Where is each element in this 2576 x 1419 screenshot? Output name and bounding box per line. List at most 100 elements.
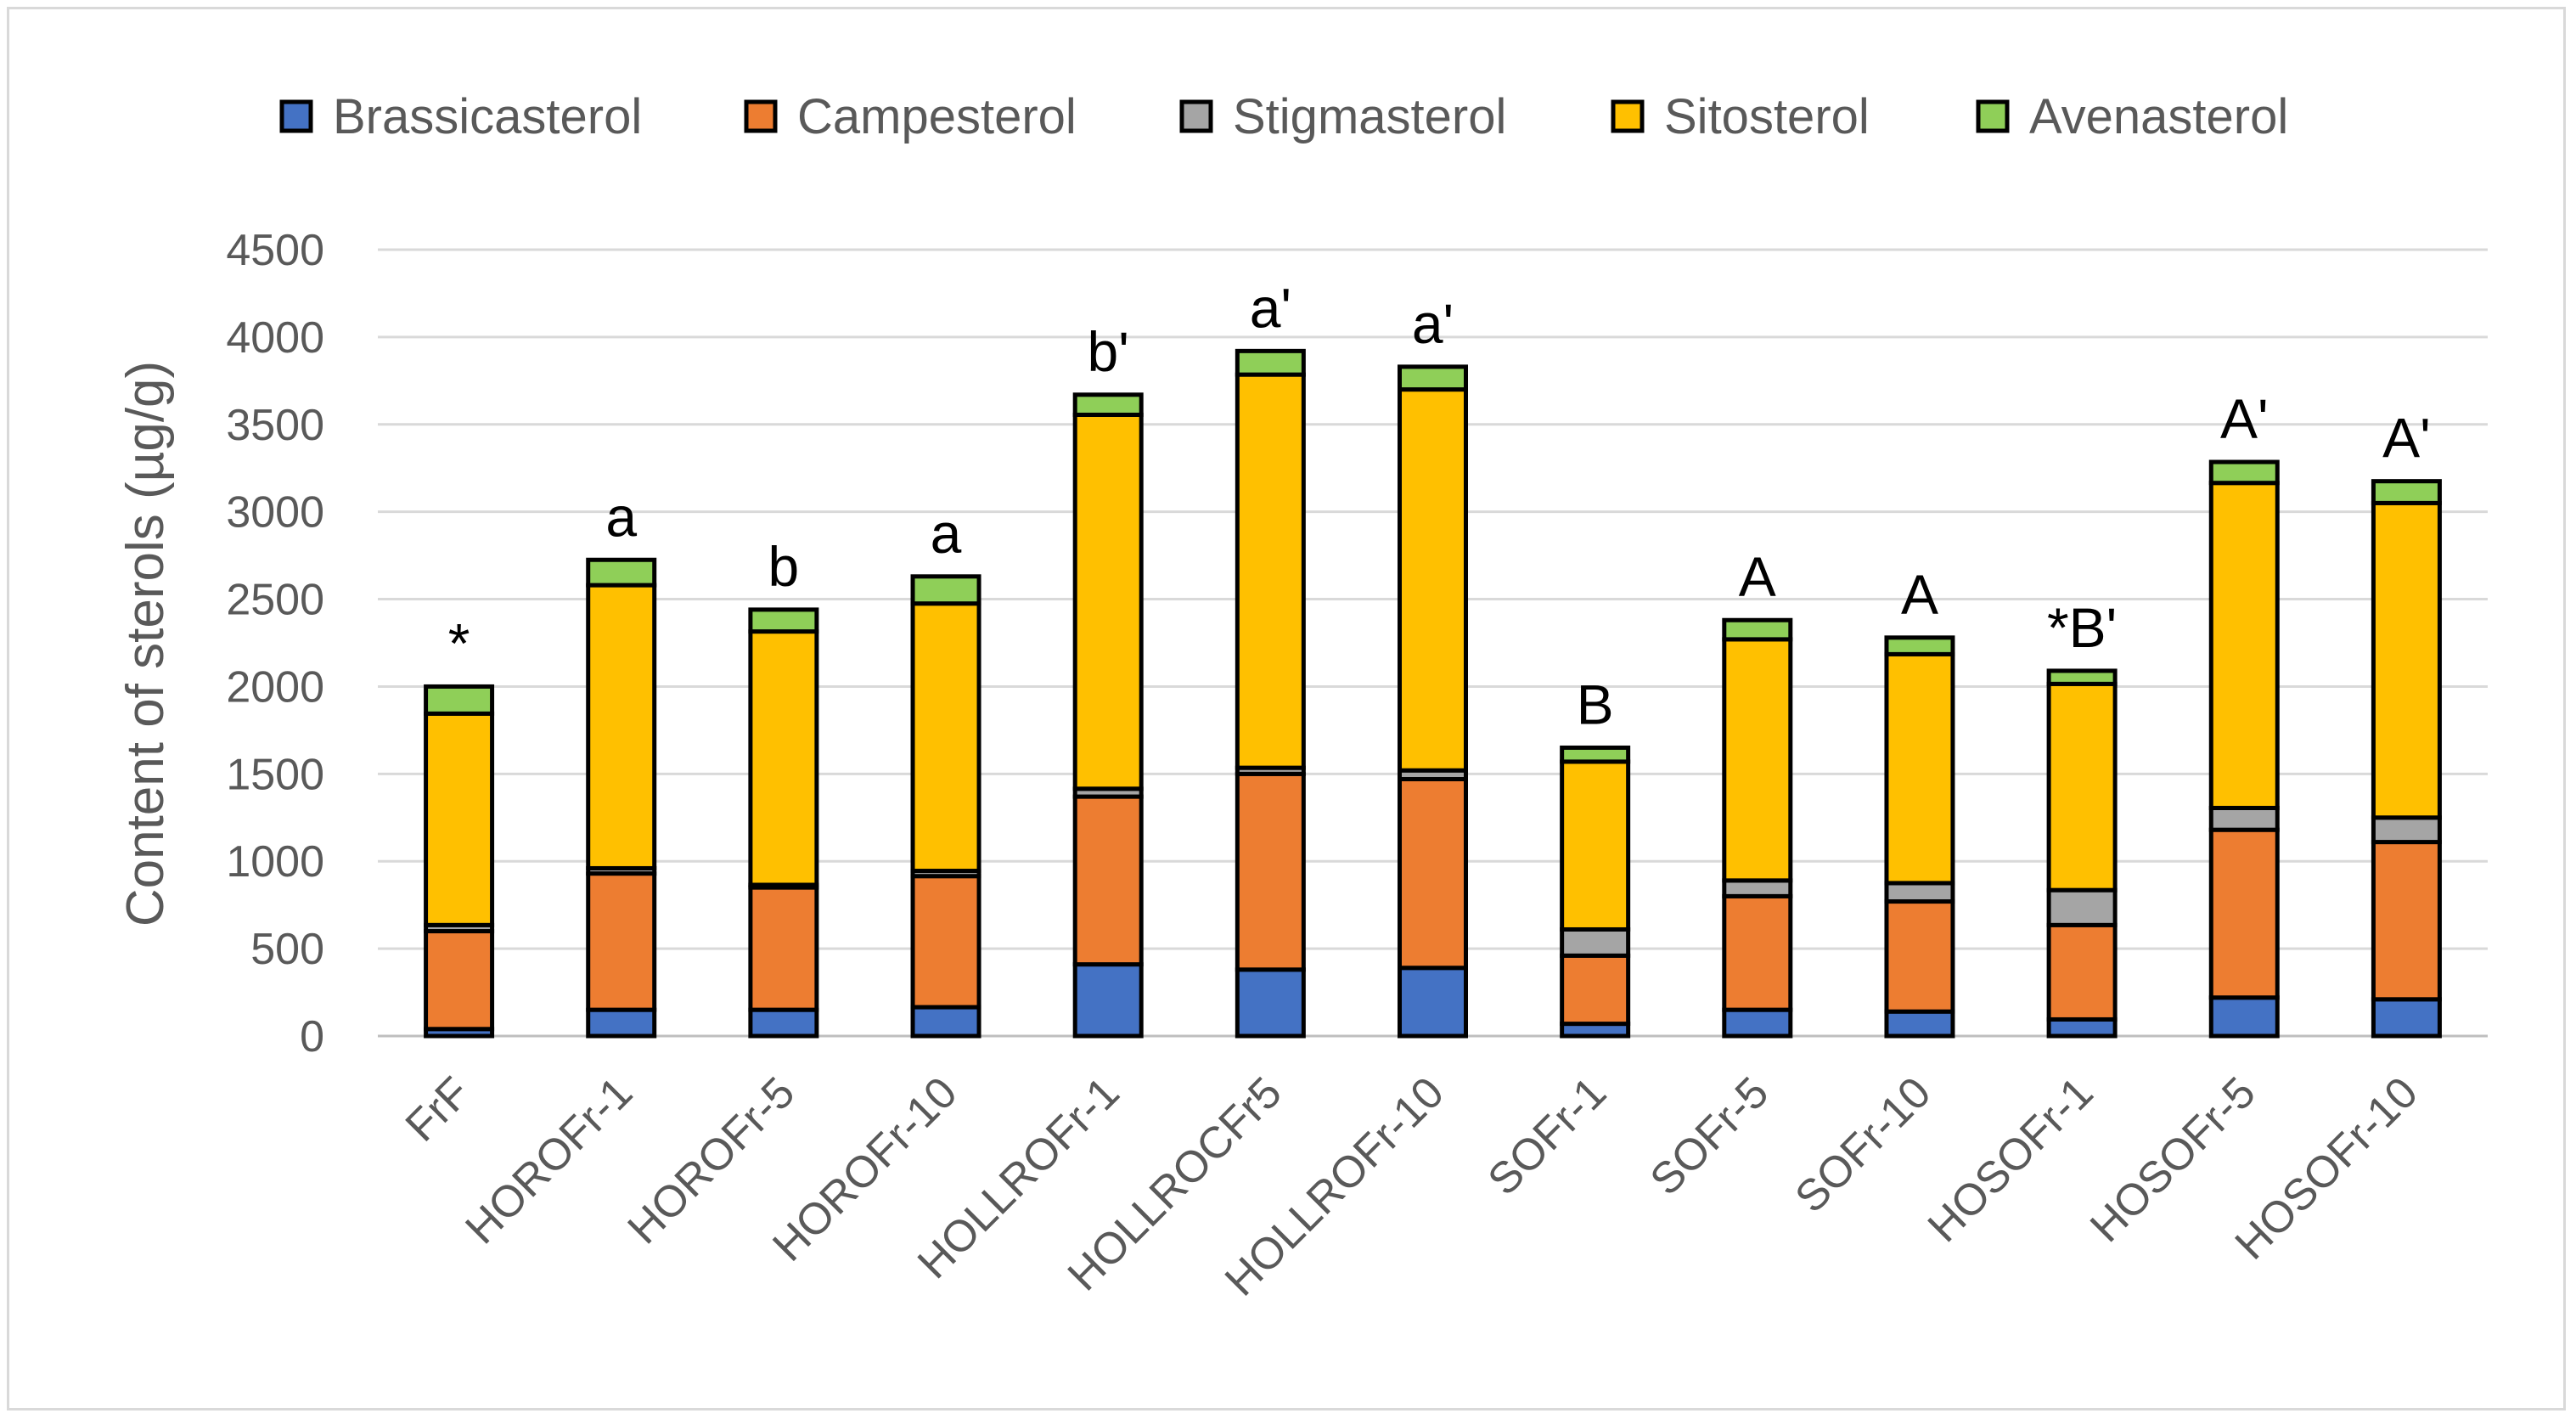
- bars: [424, 348, 2442, 1039]
- bar-segment: [1235, 348, 1306, 377]
- bar-segment: [2371, 815, 2442, 845]
- y-axis-ticks: 0 500 1000 1500 2000 2500 3000 3500 4000 4500: [226, 226, 324, 1061]
- bar-segment: [2208, 995, 2280, 1039]
- x-tick-label: SOFr-10: [1786, 1067, 1940, 1222]
- legend-swatch: [1611, 99, 1645, 133]
- legend-label: Stigmasterol: [1233, 89, 1506, 144]
- significance-label: a: [931, 502, 962, 565]
- bar-segment: [424, 711, 495, 927]
- significance-label: *: [448, 611, 470, 674]
- bar-segment: [910, 1005, 981, 1039]
- bar-segment: [1398, 966, 1468, 1039]
- y-tick-label: 4500: [226, 226, 324, 275]
- y-tick-label: 4000: [226, 313, 324, 363]
- y-tick-label: 3000: [226, 488, 324, 538]
- bar-segment: [1722, 617, 1793, 642]
- bar-segment: [1398, 387, 1468, 773]
- bar-segment: [2046, 922, 2118, 1022]
- x-axis-ticks: FrFHOROFr-1HOROFr-5HOROFr-10HOLLROFr-1HO…: [397, 1067, 2427, 1305]
- bar-segment: [586, 557, 657, 588]
- bar-segment: [1884, 881, 1955, 904]
- bar-segment: [1072, 794, 1144, 967]
- bar-segment: [586, 871, 657, 1012]
- bar-segment: [586, 583, 657, 870]
- bar-segment: [1884, 651, 1955, 886]
- bar-segment: [1560, 745, 1631, 764]
- bar-segment: [1235, 372, 1306, 770]
- y-tick-label: 2500: [226, 576, 324, 625]
- y-tick-label: 1000: [226, 837, 324, 887]
- bar-segment: [2046, 1016, 2118, 1039]
- x-tick-label: FrF: [397, 1067, 480, 1151]
- significance-label: b': [1088, 320, 1129, 383]
- bar-segment: [1884, 635, 1955, 656]
- bar-segment: [1072, 392, 1144, 417]
- x-tick-label: HOSOFr-1: [1919, 1067, 2103, 1252]
- x-tick-label: SOFr-5: [1641, 1067, 1779, 1205]
- legend-swatch: [1976, 99, 2010, 133]
- significance-label: *B': [2047, 596, 2117, 659]
- y-tick-label: 500: [250, 925, 324, 974]
- significance-annotations: * a b a b' a' a' B A A *B' A' A': [448, 276, 2431, 735]
- bar-segment: [748, 607, 819, 634]
- bar-segment: [2371, 997, 2442, 1039]
- bar-segment: [1235, 771, 1306, 972]
- significance-label: A: [1739, 545, 1776, 608]
- significance-label: a: [605, 485, 637, 548]
- legend-swatch: [744, 99, 778, 133]
- bar-segment: [2371, 840, 2442, 1002]
- bar-segment: [910, 574, 981, 606]
- bar-segment: [424, 684, 495, 716]
- legend-swatch: [1179, 99, 1213, 133]
- significance-label: A: [1901, 563, 1938, 626]
- bar-segment: [2208, 827, 2280, 1000]
- bar-segment: [2371, 500, 2442, 820]
- bar-segment: [748, 629, 819, 887]
- bar-segment: [2208, 805, 2280, 832]
- x-tick-label: SOFr-1: [1479, 1067, 1617, 1205]
- bar-segment: [424, 929, 495, 1032]
- legend: Brassicasterol Campesterol Stigmasterol Sit…: [279, 89, 2288, 144]
- significance-label: a': [1412, 292, 1454, 355]
- y-tick-label: 3500: [226, 401, 324, 450]
- bar-segment: [748, 1007, 819, 1039]
- legend-swatch: [279, 99, 313, 133]
- bar-segment: [1722, 878, 1793, 898]
- bar-segment: [910, 601, 981, 874]
- bar-segment: [1072, 962, 1144, 1039]
- bar-segment: [1722, 893, 1793, 1012]
- y-axis-title: Content of sterols (µg/g): [116, 361, 175, 926]
- significance-label: A': [2220, 387, 2269, 450]
- significance-label: A': [2382, 407, 2431, 470]
- bar-segment: [2046, 681, 2118, 893]
- gridlines: [378, 248, 2488, 1038]
- bar-segment: [1235, 967, 1306, 1039]
- bar-segment: [1398, 777, 1468, 971]
- bar-segment: [2371, 479, 2442, 505]
- bar-segment: [1560, 953, 1631, 1027]
- legend-label: Campesterol: [797, 89, 1077, 144]
- significance-label: B: [1577, 673, 1614, 735]
- significance-label: b: [768, 535, 800, 598]
- bar-segment: [2208, 459, 2280, 486]
- bar-segment: [1560, 926, 1631, 958]
- bar-segment: [1560, 759, 1631, 932]
- legend-label: Avenasterol: [2029, 89, 2288, 144]
- bar-segment: [910, 874, 981, 1010]
- x-tick-label: HOROFr-1: [456, 1067, 642, 1253]
- bar-segment: [1072, 412, 1144, 791]
- bar-segment: [2046, 668, 2118, 686]
- y-tick-label: 1500: [226, 750, 324, 799]
- legend-label: Brassicasterol: [333, 89, 642, 144]
- bar-segment: [586, 1007, 657, 1039]
- y-tick-label: 0: [300, 1012, 324, 1061]
- bar-segment: [1884, 1009, 1955, 1039]
- bar-segment: [1722, 637, 1793, 883]
- bar-segment: [1722, 1007, 1793, 1039]
- significance-label: a': [1250, 276, 1291, 339]
- bar-segment: [2046, 887, 2118, 927]
- bar-segment: [1398, 364, 1468, 392]
- y-tick-label: 2000: [226, 662, 324, 712]
- bar-segment: [1884, 899, 1955, 1014]
